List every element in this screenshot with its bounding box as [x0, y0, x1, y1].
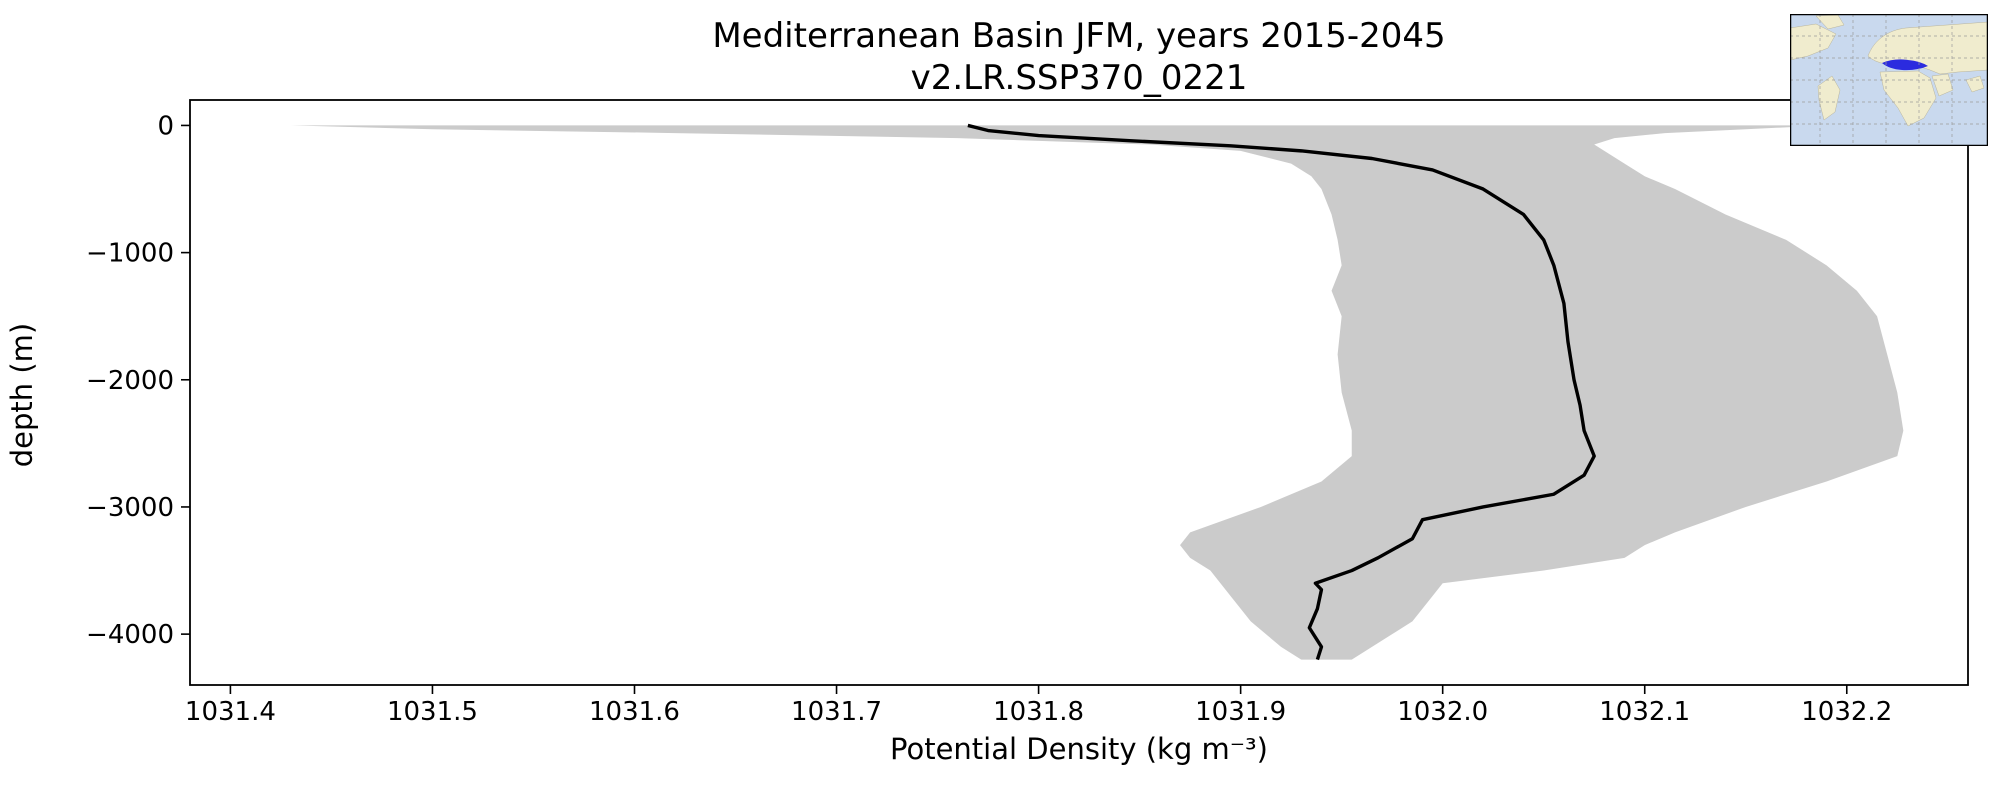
- inset-map-border: [1790, 14, 1988, 146]
- x-tick-label: 1031.8: [993, 697, 1084, 727]
- y-tick-label: −3000: [86, 493, 174, 523]
- spread-band: [291, 125, 1904, 660]
- y-axis-label: depth (m): [5, 322, 39, 468]
- chart-subtitle: v2.LR.SSP370_0221: [910, 58, 1248, 98]
- inset-map-highlight-region: [1882, 59, 1928, 71]
- mean-profile-line: [967, 123, 1596, 661]
- x-tick-label: 1031.6: [589, 697, 680, 727]
- x-axis-label: Potential Density (kg m⁻³): [890, 732, 1268, 766]
- x-tick-label: 1031.9: [1195, 697, 1286, 727]
- inset-map: [1790, 14, 1988, 146]
- x-tick-label: 1032.1: [1599, 697, 1690, 727]
- inset-map-gridlines: [1790, 14, 1988, 146]
- y-tick-label: 0: [157, 111, 174, 141]
- chart-title: Mediterranean Basin JFM, years 2015-2045: [712, 16, 1446, 56]
- x-tick-label: 1032.2: [1801, 697, 1892, 727]
- x-tick-label: 1031.5: [387, 697, 478, 727]
- y-tick-label: −4000: [86, 620, 174, 650]
- x-tick-label: 1032.0: [1397, 697, 1488, 727]
- x-tick-label: 1031.4: [185, 697, 276, 727]
- plot-border: [189, 99, 1969, 686]
- y-tick-label: −1000: [86, 239, 174, 269]
- x-tick-label: 1031.7: [791, 697, 882, 727]
- y-tick-label: −2000: [86, 366, 174, 396]
